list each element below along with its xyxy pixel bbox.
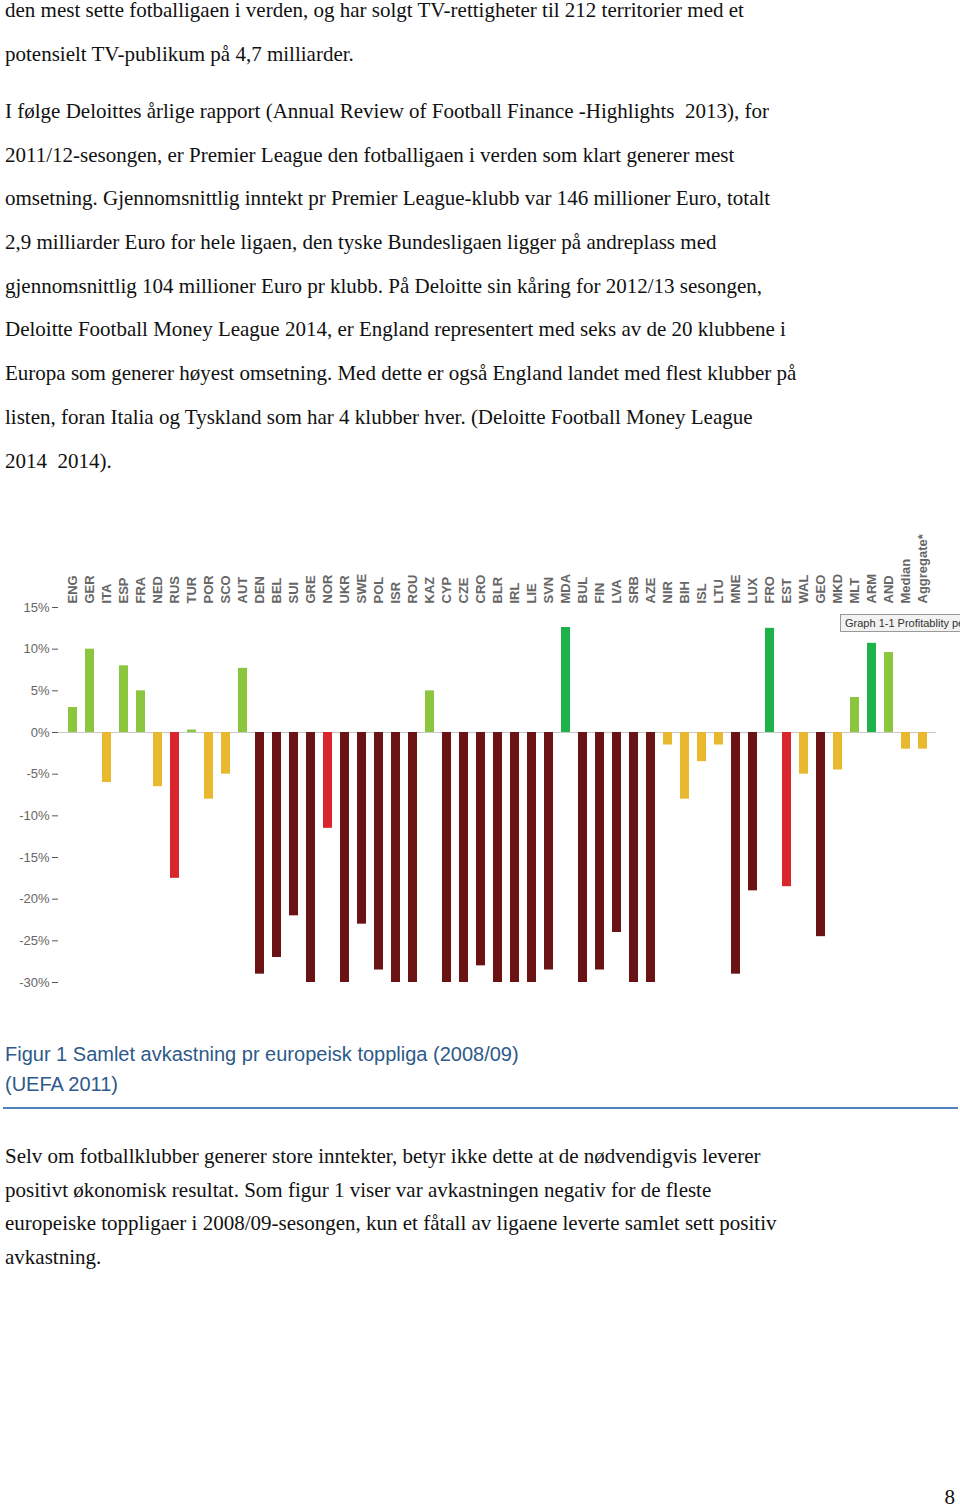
svg-text:MKD: MKD (830, 574, 845, 604)
svg-text:-25%: -25% (19, 933, 50, 948)
svg-text:IRL: IRL (507, 583, 522, 604)
svg-text:-10%: -10% (19, 808, 50, 823)
svg-text:CRO: CRO (473, 575, 488, 604)
html-text:2011/12-sesongen, er Premier L: 2011/12-sesongen, er Premier League den … (5, 142, 735, 167)
svg-text:BLR: BLR (490, 576, 505, 603)
svg-text:-5%: -5% (26, 766, 50, 781)
svg-text:SRB: SRB (626, 576, 641, 603)
svg-text:AUT: AUT (235, 577, 250, 604)
svg-text:RUS: RUS (167, 576, 182, 604)
html-text:positivt økonomisk resultat. S: positivt økonomisk resultat. Som figur 1… (5, 1177, 712, 1202)
html-text:2,9 milliarder Euro for hele l: 2,9 milliarder Euro for hele ligaen, den… (5, 230, 717, 254)
svg-text:LTU: LTU (711, 579, 726, 603)
svg-text:SWE: SWE (354, 574, 369, 604)
svg-text:DEN: DEN (252, 576, 267, 603)
svg-text:ISR: ISR (388, 581, 403, 603)
svg-text:NOR: NOR (320, 574, 335, 604)
svg-text:-30%: -30% (19, 975, 50, 990)
svg-text:5%: 5% (31, 683, 50, 698)
html-text:potensielt TV-publikum på 4,7: potensielt TV-publikum på 4,7 milliarder… (5, 41, 354, 66)
svg-text:WAL: WAL (796, 575, 811, 604)
svg-text:CZE: CZE (456, 577, 471, 603)
svg-text:ITA: ITA (99, 583, 114, 604)
svg-text:UKR: UKR (337, 575, 352, 604)
svg-text:Median: Median (898, 559, 913, 604)
svg-text:AND: AND (881, 575, 896, 603)
svg-text:ISL: ISL (694, 583, 709, 603)
svg-text:BEL: BEL (269, 577, 284, 603)
svg-text:0%: 0% (31, 725, 50, 740)
svg-text:MLT: MLT (847, 578, 862, 604)
svg-text:-20%: -20% (19, 891, 50, 906)
svg-text:BIH: BIH (677, 581, 692, 603)
svg-text:15%: 15% (23, 600, 49, 615)
svg-text:GER: GER (82, 575, 97, 604)
svg-text:FIN: FIN (592, 583, 607, 604)
svg-text:TUR: TUR (184, 576, 199, 603)
html-text:europeiske toppligaer i 2008/0: europeiske toppligaer i 2008/09-sesongen… (5, 1211, 777, 1236)
svg-text:Aggregate*: Aggregate* (915, 533, 930, 603)
svg-text:GRE: GRE (303, 575, 318, 604)
svg-text:-15%: -15% (19, 850, 50, 865)
html-text:Selv om fotballklubber generer: Selv om fotballklubber generer store inn… (5, 1144, 761, 1168)
svg-text:KAZ: KAZ (422, 577, 437, 604)
html-text:avkastning.: avkastning. (5, 1244, 102, 1269)
svg-text:GEO: GEO (813, 575, 828, 604)
svg-text:LUX: LUX (745, 577, 760, 603)
html-text:listen, foran Italia og Tyskla: listen, foran Italia og Tyskland som har… (5, 404, 753, 429)
svg-text:ROU: ROU (405, 575, 420, 604)
html-text:(UEFA 2011): (UEFA 2011) (5, 1073, 118, 1095)
svg-text:POL: POL (371, 577, 386, 604)
svg-text:NED: NED (150, 576, 165, 603)
html-text:Europa som generer høyest omse: Europa som generer høyest omsetning. Med… (5, 361, 797, 386)
svg-text:FRA: FRA (133, 576, 148, 603)
html-text:Figur 1 Samlet avkastning pr e: Figur 1 Samlet avkastning pr europeisk t… (5, 1043, 519, 1065)
svg-text:EST: EST (779, 578, 794, 603)
svg-text:CYP: CYP (439, 576, 454, 603)
html-text:gjennomsnittlig 104 millioner: gjennomsnittlig 104 millioner Euro pr kl… (5, 273, 763, 298)
svg-text:MDA: MDA (558, 573, 573, 603)
svg-text:ENG: ENG (65, 575, 80, 603)
svg-text:ESP: ESP (116, 577, 131, 603)
svg-text:SUI: SUI (286, 582, 301, 604)
svg-text:SCO: SCO (218, 575, 233, 603)
svg-text:LIE: LIE (524, 583, 539, 604)
html-text:omsetning. Gjennomsnittlig inn: omsetning. Gjennomsnittlig inntekt pr Pr… (5, 186, 771, 211)
svg-text:POR: POR (201, 575, 216, 604)
svg-text:10%: 10% (23, 641, 49, 656)
svg-text:AZE: AZE (643, 577, 658, 603)
html-text:I følge Deloittes årlige rappo: I følge Deloittes årlige rapport (Annual… (5, 98, 769, 123)
svg-text:SVN: SVN (541, 577, 556, 604)
svg-text:NIR: NIR (660, 581, 675, 604)
html-text:Deloitte Football Money League: Deloitte Football Money League 2014, er … (5, 317, 786, 342)
svg-text:ARM: ARM (864, 574, 879, 604)
svg-text:FRO: FRO (762, 576, 777, 603)
svg-text:BUL: BUL (575, 577, 590, 604)
svg-text:MNE: MNE (728, 574, 743, 603)
svg-text:LVA: LVA (609, 579, 624, 604)
html-text:2014 2014).: 2014 2014). (5, 448, 112, 473)
